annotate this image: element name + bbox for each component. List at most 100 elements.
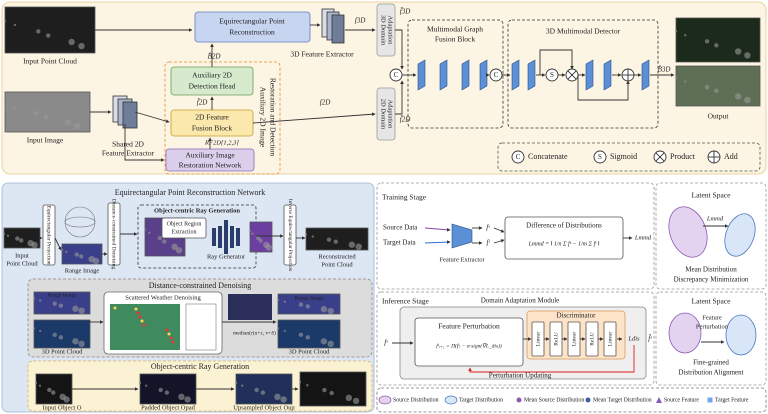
label: Feature Perturbation <box>438 322 500 331</box>
region-extraction-box <box>161 217 207 239</box>
image-detail <box>333 239 338 244</box>
feature-stack <box>331 14 345 44</box>
label: Point Cloud <box>321 261 353 268</box>
connector-red <box>468 345 635 373</box>
image-detail <box>734 48 742 55</box>
image-detail <box>744 52 751 59</box>
label: Concatenate <box>528 152 568 161</box>
label: Output <box>708 112 730 121</box>
network-layer <box>461 59 470 91</box>
label: Linear <box>607 332 613 347</box>
image-detail <box>143 228 147 231</box>
label: 3D Multimodal Detector <box>546 27 621 36</box>
concat-op-symbol: C <box>494 71 499 79</box>
label: Shared 2D <box>112 140 144 149</box>
image-detail <box>274 393 281 400</box>
sphere-sketch <box>64 216 96 228</box>
label: 3D Feature Extractor <box>290 50 354 59</box>
label: Fine-grained <box>693 359 729 367</box>
label: Reconstructed <box>318 253 356 260</box>
image-detail <box>6 234 10 237</box>
label: Domain Adaptation Module <box>481 297 560 305</box>
image-detail <box>38 384 42 387</box>
label: f3D <box>355 17 366 25</box>
label: B̂3D <box>658 66 671 74</box>
scatter-point <box>169 336 173 340</box>
connector <box>424 240 451 244</box>
image-detail <box>306 384 309 387</box>
label: Sigmoid <box>610 152 637 161</box>
connector <box>577 75 630 101</box>
label: Auxiliary 2D Image <box>258 87 267 148</box>
label: fᵗ <box>486 239 490 247</box>
image-detail <box>178 393 185 400</box>
image-detail <box>78 340 85 347</box>
label: 3D Point Cloud <box>289 348 331 355</box>
label: RF2D[1,2,3] <box>204 139 239 146</box>
label: f̃2D <box>400 116 411 124</box>
network-layer <box>585 59 594 91</box>
connector <box>54 237 62 251</box>
image-detail <box>326 237 332 242</box>
label: Inverse Equirectangular Projection <box>287 199 293 272</box>
image-detail <box>327 307 334 315</box>
image-detail <box>43 114 48 120</box>
image-detail <box>36 29 41 34</box>
label: Point Cloud <box>6 260 38 267</box>
ray-generator-layer <box>212 228 216 246</box>
image-detail <box>68 38 75 46</box>
label: Latent Space <box>692 297 732 306</box>
label: Linear <box>535 332 541 347</box>
image-detail <box>38 329 42 333</box>
image-detail <box>258 238 263 243</box>
label: fˢ <box>486 224 490 232</box>
label: Difference of Distributions <box>526 222 602 230</box>
label: ReLU <box>553 332 559 345</box>
network-layer <box>511 59 520 91</box>
discriminator-layer <box>603 321 617 357</box>
label: Add <box>724 152 738 161</box>
network-layer <box>439 59 448 91</box>
image-detail <box>283 329 287 333</box>
label: Distance-constrained Denoising <box>111 199 117 270</box>
image-detail <box>52 332 57 338</box>
image-detail <box>684 80 687 83</box>
label: Lmmd <box>634 234 652 241</box>
label: Multimodal Graph <box>427 25 483 34</box>
connector <box>395 80 404 115</box>
image-detail <box>52 301 57 306</box>
connector <box>395 29 404 70</box>
label: Restoration and Detection <box>268 78 277 157</box>
image-detail <box>171 243 178 251</box>
image-detail <box>51 390 56 395</box>
image-detail <box>34 381 38 385</box>
connector <box>252 112 376 124</box>
label: Fusion Block <box>192 124 232 133</box>
network-layer <box>603 59 612 91</box>
image-detail <box>320 338 328 345</box>
image-detail <box>248 229 252 233</box>
image-detail <box>32 297 36 300</box>
legend-target-distribution <box>444 395 458 405</box>
label: Discrepancy Minimization <box>674 276 749 284</box>
label: Inference Stage <box>382 297 430 306</box>
image-detail <box>260 390 266 395</box>
graph-fusion-group <box>407 19 504 129</box>
image-detail <box>47 387 52 393</box>
label: Input Object O <box>43 404 82 411</box>
label: f̂ˢ <box>648 335 652 343</box>
label: B̂2D <box>208 53 221 61</box>
image-detail <box>3 19 7 22</box>
legend-box <box>497 142 761 172</box>
connector <box>493 227 505 233</box>
range-grid <box>228 294 272 320</box>
label: 3D Domain <box>380 15 387 46</box>
image-detail <box>240 384 244 387</box>
image-detail <box>31 241 38 249</box>
scatter-point <box>167 332 171 336</box>
connector <box>134 111 170 123</box>
label: Input <box>15 252 29 259</box>
label: Discriminator <box>557 312 597 320</box>
legend-mean-source <box>516 397 522 403</box>
